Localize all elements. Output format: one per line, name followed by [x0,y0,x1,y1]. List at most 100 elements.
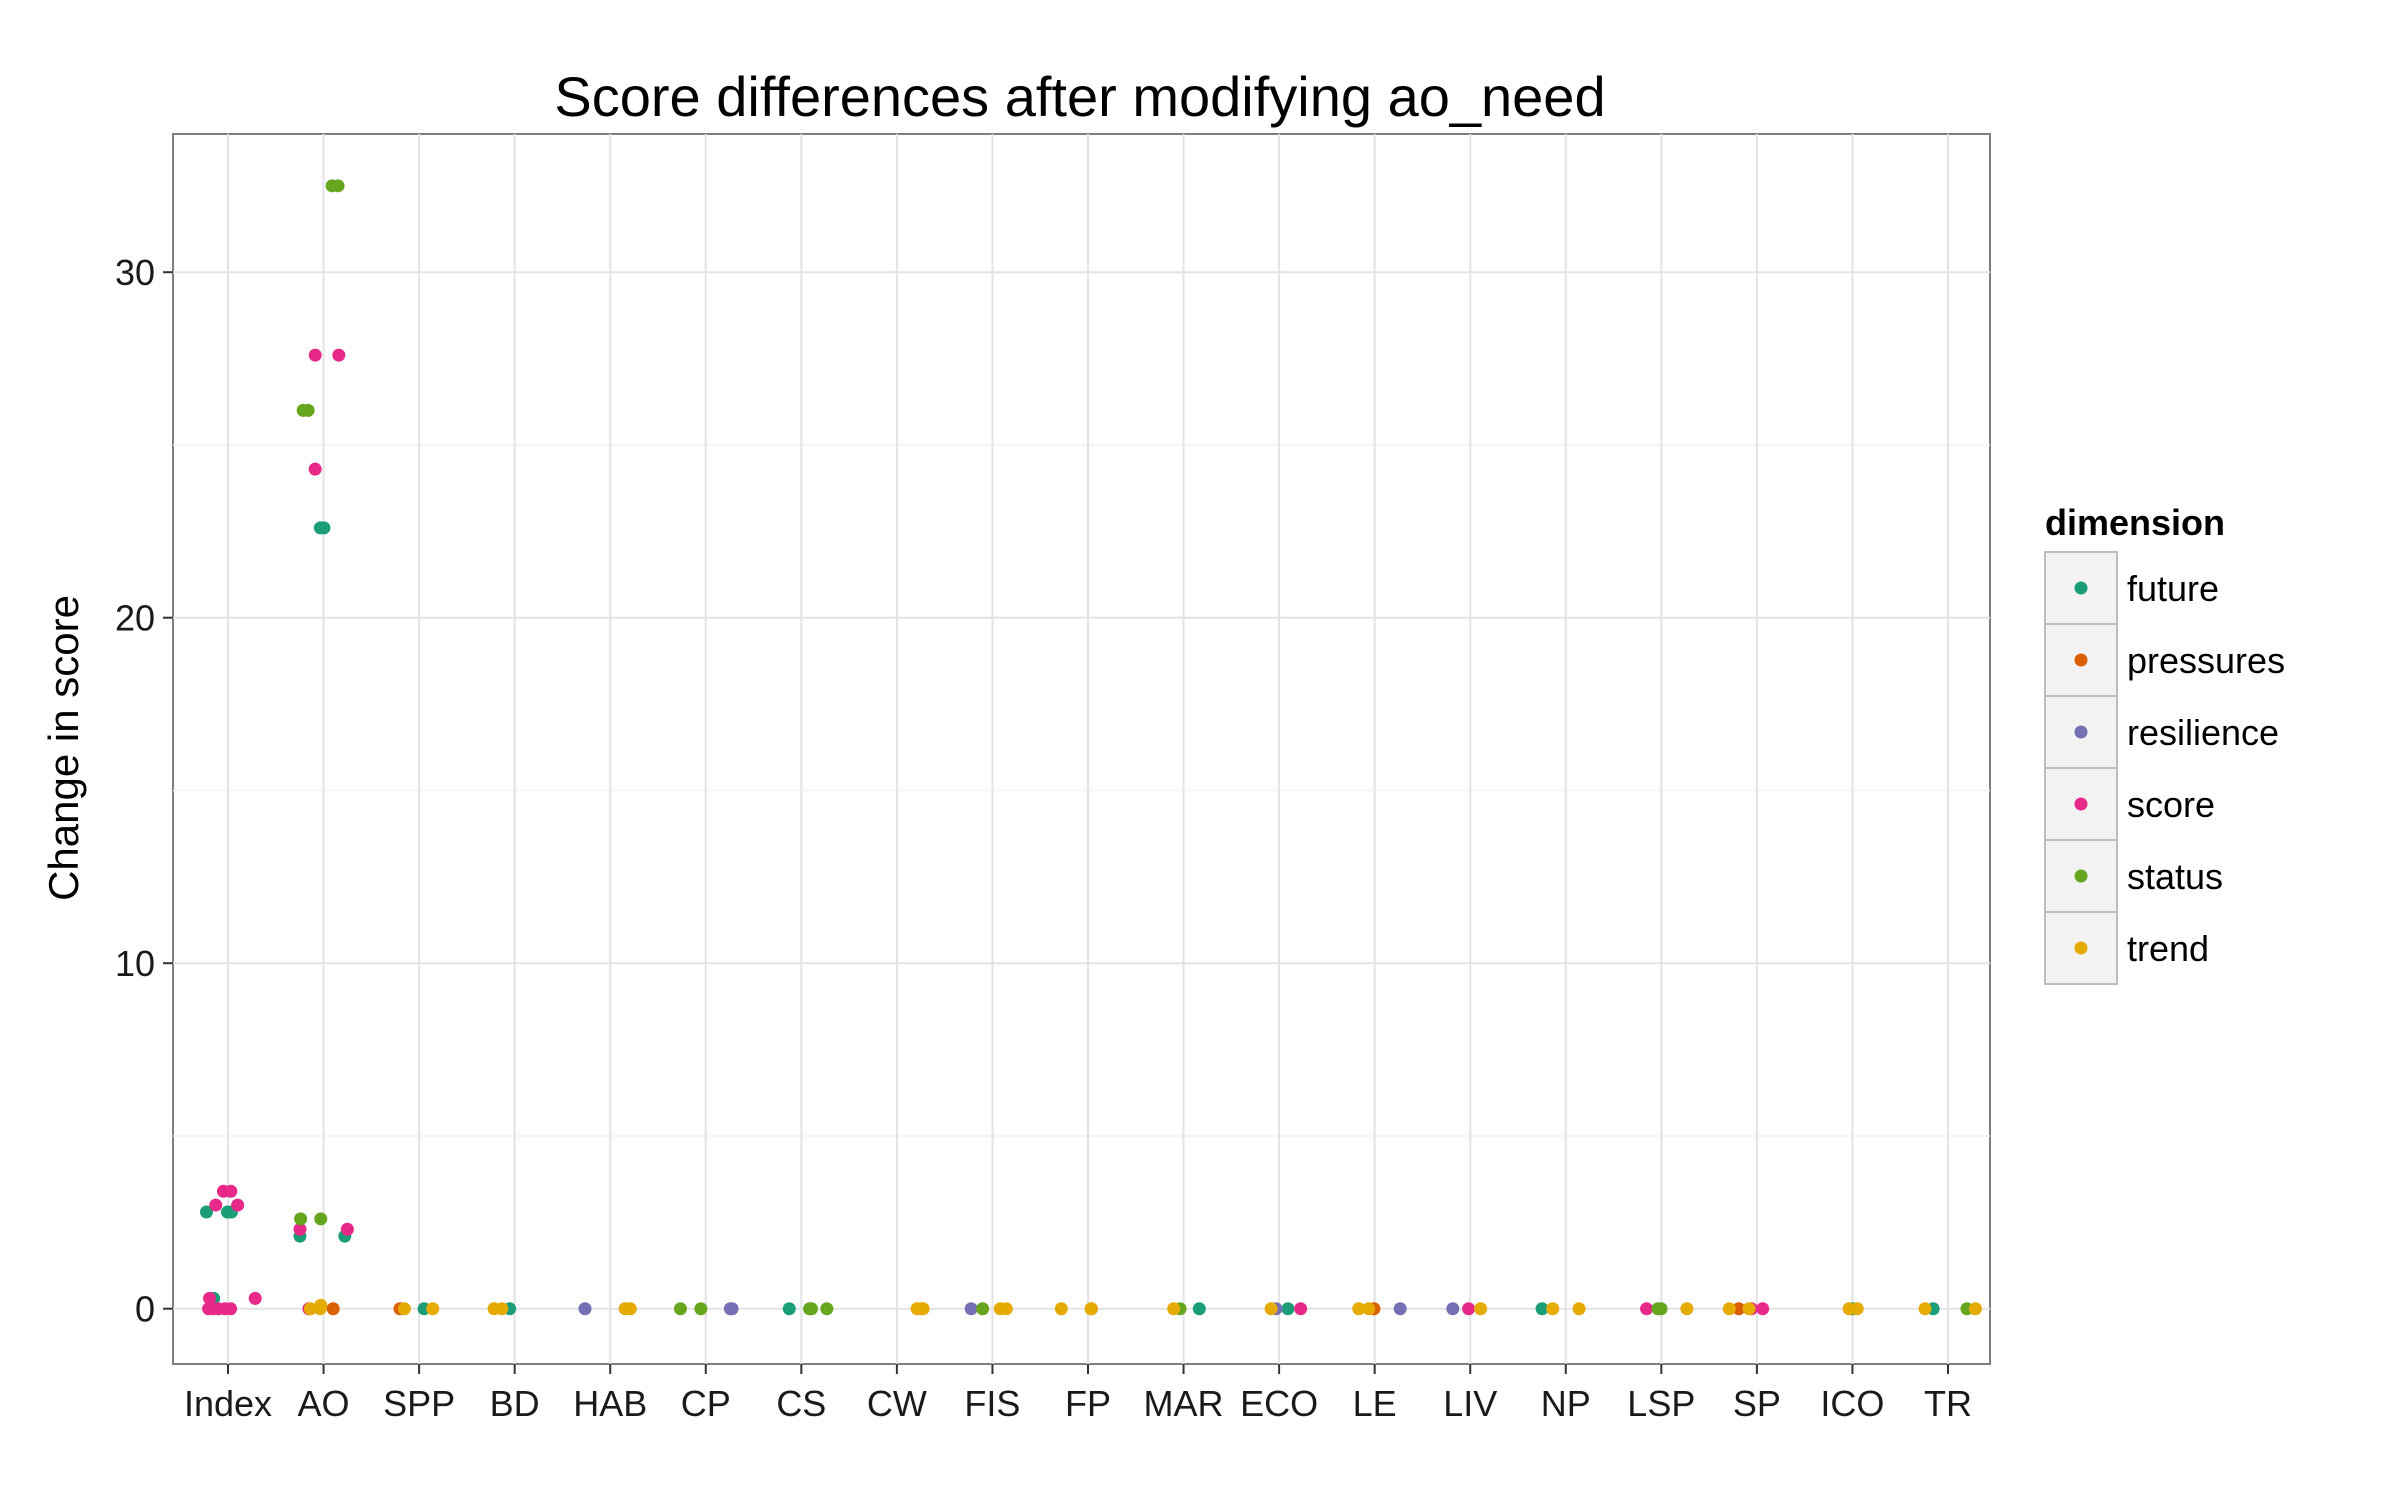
legend-label-score: score [2127,784,2215,825]
data-point-score [231,1198,245,1212]
x-tick-label: CS [776,1383,826,1424]
data-point-status [301,403,315,417]
data-point-future [782,1302,796,1316]
y-tick-label: 0 [135,1289,155,1330]
data-point-status [820,1302,834,1316]
data-point-trend [1362,1302,1376,1316]
data-point-trend [1054,1302,1068,1316]
legend: dimension future pressures resilience score… [2044,502,2285,985]
x-tick-label: BD [490,1383,540,1424]
data-point-resilience [1393,1302,1407,1316]
data-point-trend [1167,1302,1181,1316]
data-point-score [1462,1302,1476,1316]
data-point-resilience [725,1302,739,1316]
data-point-status [314,1212,328,1226]
data-point-score [209,1198,223,1212]
data-point-score [248,1291,262,1305]
legend-swatch-pressures [2074,653,2088,667]
data-point-score [293,1222,307,1236]
data-point-status [803,1302,817,1316]
data-point-score [224,1302,238,1316]
data-point-score [340,1222,354,1236]
data-point-trend [910,1302,924,1316]
data-point-score [1640,1302,1654,1316]
data-point-trend [1742,1302,1756,1316]
data-point-resilience [578,1302,592,1316]
axes: 0 10 20 30 Index AO SPP BD HAB CP CS CW FIS FP MAR ECO L… [115,252,1972,1424]
legend-title: dimension [2045,502,2225,543]
data-point-future [1535,1302,1549,1316]
legend-swatch-status [2074,869,2088,883]
data-point-status [694,1302,708,1316]
data-point-score [308,348,322,362]
legend-swatch-score [2074,797,2088,811]
x-tick-label: FP [1065,1383,1111,1424]
data-point-resilience [964,1302,978,1316]
data-points [199,179,1982,1316]
data-point-trend [1084,1302,1098,1316]
data-point-future [317,521,331,535]
x-tick-label: AO [298,1383,350,1424]
data-point-trend [1474,1302,1488,1316]
data-point-score [332,348,346,362]
data-point-future [1192,1302,1206,1316]
legend-label-status: status [2127,856,2223,897]
data-point-trend [1680,1302,1694,1316]
data-point-score [308,462,322,476]
data-point-trend [1918,1302,1932,1316]
data-point-pressures [326,1302,340,1316]
x-tick-label: ICO [1820,1383,1884,1424]
data-point-score [203,1291,217,1305]
x-tick-label: ECO [1240,1383,1318,1424]
data-point-trend [313,1302,327,1316]
data-point-status [325,179,339,193]
data-point-score [202,1302,216,1316]
data-point-trend [303,1302,317,1316]
data-point-trend [1352,1302,1366,1316]
data-point-trend [1968,1302,1982,1316]
x-tick-label: NP [1541,1383,1591,1424]
y-axis-title: Change in score [40,595,87,901]
data-point-status [673,1302,687,1316]
x-tick-label: LSP [1627,1383,1695,1424]
x-tick-label: SPP [383,1383,455,1424]
x-tick-label: CP [681,1383,731,1424]
data-point-trend [993,1302,1007,1316]
legend-label-future: future [2127,568,2219,609]
x-tick-label: LIV [1443,1383,1497,1424]
data-point-score [212,1302,226,1316]
legend-swatch-future [2074,581,2088,595]
data-point-score [1756,1302,1770,1316]
data-point-trend [1546,1302,1560,1316]
legend-swatch-trend [2074,941,2088,955]
legend-label-pressures: pressures [2127,640,2285,681]
x-tick-label: MAR [1144,1383,1224,1424]
plot-panel [172,133,1991,1365]
data-point-score [224,1184,238,1198]
data-point-status [976,1302,990,1316]
data-point-trend [1264,1302,1278,1316]
data-point-future [1281,1302,1295,1316]
data-point-trend [1842,1302,1856,1316]
data-point-trend [397,1302,411,1316]
chart-title: Score differences after modifying ao_nee… [554,65,1605,128]
x-tick-label: SP [1733,1383,1781,1424]
y-tick-label: 10 [115,943,155,984]
x-tick-label: FIS [964,1383,1020,1424]
legend-label-trend: trend [2127,928,2209,969]
data-point-resilience [1446,1302,1460,1316]
legend-swatch-resilience [2074,725,2088,739]
data-point-status [294,1212,308,1226]
x-tick-label: LE [1353,1383,1397,1424]
x-tick-label: TR [1924,1383,1972,1424]
y-tick-label: 20 [115,598,155,639]
data-point-pressures [1732,1302,1746,1316]
legend-label-resilience: resilience [2127,712,2279,753]
x-tick-label: HAB [573,1383,647,1424]
x-tick-label: CW [867,1383,927,1424]
data-point-trend [1572,1302,1586,1316]
data-point-trend [1722,1302,1736,1316]
y-tick-label: 30 [115,252,155,293]
data-point-future [199,1205,213,1219]
